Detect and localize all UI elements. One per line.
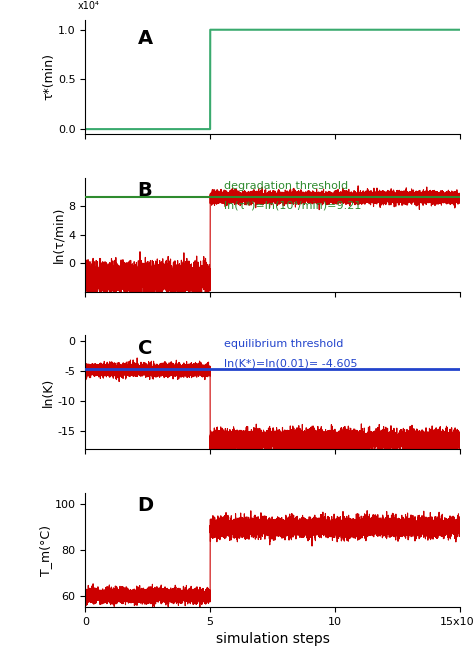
Y-axis label: T_m(°C): T_m(°C): [39, 525, 52, 576]
Text: A: A: [138, 29, 153, 48]
Text: equilibrium threshold: equilibrium threshold: [224, 339, 343, 348]
Text: B: B: [138, 181, 153, 200]
Text: C: C: [138, 339, 152, 358]
Text: degradation threshold: degradation threshold: [224, 181, 348, 191]
Text: ln(K*)=ln(0.01)= -4.605: ln(K*)=ln(0.01)= -4.605: [224, 358, 357, 368]
Y-axis label: ln(K): ln(K): [42, 378, 55, 407]
Y-axis label: ln(τ/min): ln(τ/min): [53, 207, 66, 263]
Text: D: D: [138, 496, 154, 515]
X-axis label: simulation steps: simulation steps: [216, 632, 329, 647]
Text: ln(τ*)=ln(10⁴/min)=9.21: ln(τ*)=ln(10⁴/min)=9.21: [224, 201, 361, 211]
Text: x10⁴: x10⁴: [78, 1, 100, 11]
Y-axis label: τ*(min): τ*(min): [42, 53, 55, 100]
